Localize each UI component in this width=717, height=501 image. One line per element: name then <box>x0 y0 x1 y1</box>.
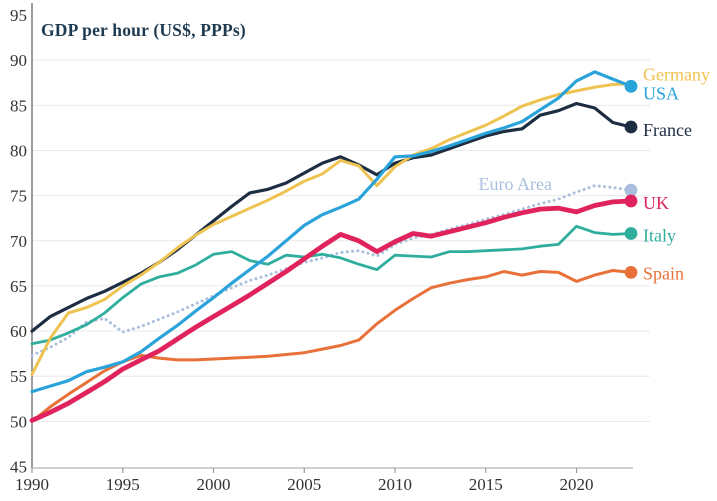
italy-line <box>30 224 633 346</box>
x-tick-label-2010: 2010 <box>378 475 412 494</box>
series-label-usa: USA <box>643 83 679 103</box>
x-axis: 1990 1995 2000 2005 2010 2015 2020 <box>15 467 633 494</box>
spain-end-dot <box>624 265 638 279</box>
y-tick-label-90: 90 <box>10 51 27 70</box>
y-tick-label-55: 55 <box>10 367 27 386</box>
chart-title: GDP per hour (US$, PPPs) <box>41 20 246 40</box>
series-label-euro-area: Euro Area <box>479 174 552 194</box>
series-lines <box>29 70 634 423</box>
x-tick-label-1995: 1995 <box>106 475 140 494</box>
y-tick-label-95: 95 <box>10 6 27 25</box>
x-tick-label-2000: 2000 <box>197 475 231 494</box>
series-label-italy: Italy <box>643 226 676 246</box>
italy-end-dot <box>624 227 638 240</box>
france-line <box>30 101 633 333</box>
y-tick-label-80: 80 <box>10 141 27 160</box>
series-label-uk: UK <box>643 193 669 213</box>
y-tick-label-60: 60 <box>10 322 27 341</box>
series-label-spain: Spain <box>643 263 684 283</box>
series-label-germany: Germany <box>643 65 710 85</box>
x-tick-label-2020: 2020 <box>560 475 594 494</box>
y-axis: 45 50 55 60 65 70 75 80 85 90 95 <box>10 3 33 477</box>
y-tick-label-50: 50 <box>10 412 27 431</box>
euro-area-end-dot <box>624 183 638 197</box>
x-tick-label-2015: 2015 <box>469 475 503 494</box>
x-tick-label-2005: 2005 <box>287 475 321 494</box>
spain-line <box>30 269 633 423</box>
y-tick-label-70: 70 <box>10 232 27 251</box>
y-tick-label-85: 85 <box>10 96 27 115</box>
series-labels: Euro Area Spain Italy France Germany UK USA <box>479 65 710 284</box>
y-tick-label-75: 75 <box>10 187 27 206</box>
uk-end-dot <box>624 194 638 208</box>
usa-end-dot <box>624 79 638 93</box>
y-tick-label-45: 45 <box>10 458 27 477</box>
y-tick-label-65: 65 <box>10 277 27 296</box>
usa-line <box>30 70 633 394</box>
gridlines <box>32 59 650 422</box>
uk-line <box>29 198 634 423</box>
series-label-france: France <box>643 120 692 140</box>
germany-line <box>30 82 633 376</box>
end-dots <box>624 79 638 279</box>
france-end-dot <box>624 120 638 134</box>
x-tick-label-1990: 1990 <box>15 475 49 494</box>
